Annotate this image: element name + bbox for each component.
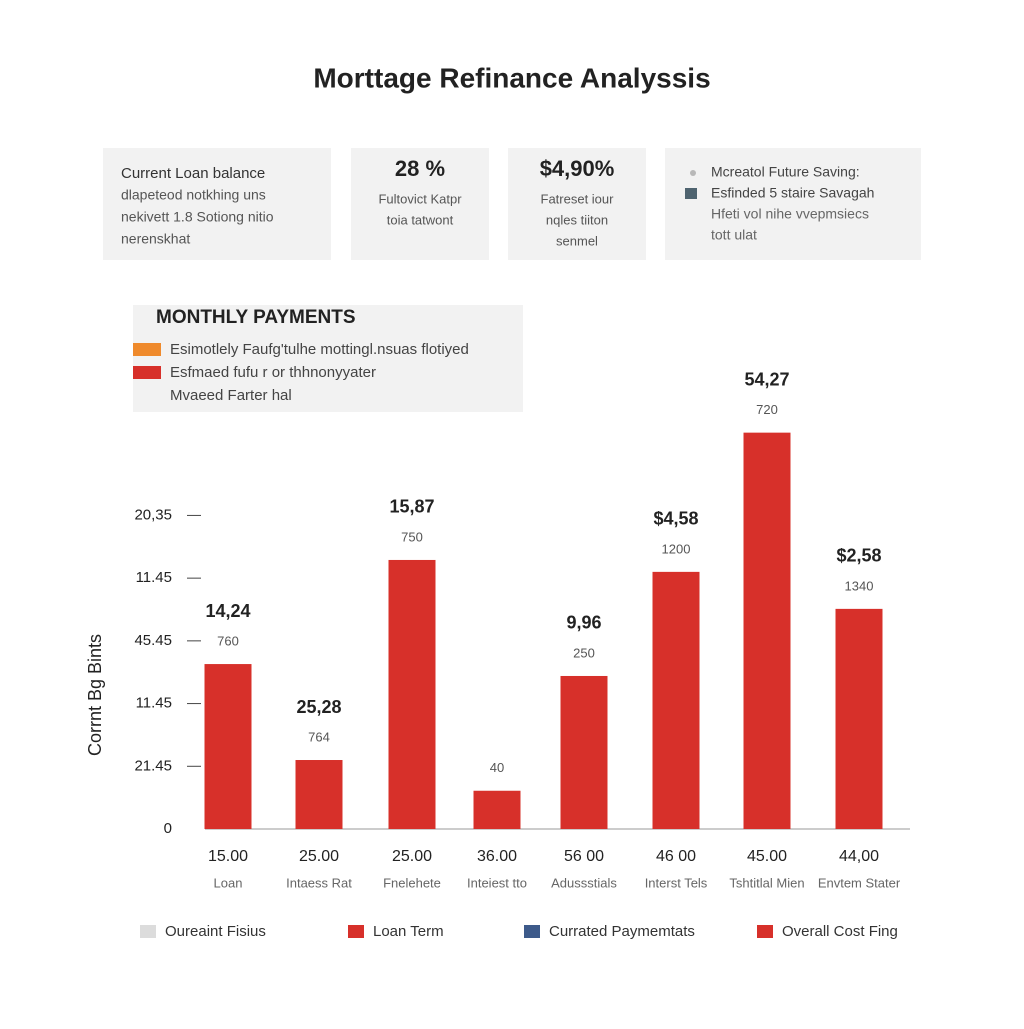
bar-sub-annotation: 1340	[845, 578, 874, 593]
y-tick-label: 20,35	[134, 506, 172, 523]
y-tick-label: 11.45	[136, 569, 172, 586]
bar	[473, 790, 521, 829]
bar-sub-annotation: 1200	[662, 541, 691, 556]
chart-title: Morttage Refinance Analyssis	[313, 62, 710, 93]
card	[665, 148, 921, 260]
bar	[204, 664, 252, 829]
legend-swatch	[140, 925, 156, 938]
bar-sub-annotation: 764	[308, 729, 330, 744]
card	[103, 148, 331, 260]
x-tick-label: Intaess Rat	[286, 875, 352, 890]
x-value-label: 45.00	[747, 848, 787, 865]
card-text: Hfeti vol nihe vvepmsiecs	[711, 206, 869, 222]
bar-annotation: 54,27	[744, 369, 789, 389]
card-headline: $4,90%	[540, 156, 615, 181]
card	[351, 148, 489, 260]
legend-swatch	[757, 925, 773, 938]
bar-annotation: $2,58	[836, 546, 881, 566]
x-value-label: 56 00	[564, 848, 604, 865]
card-text: nerenskhat	[121, 231, 190, 247]
card-text: Current Loan balance	[121, 165, 265, 182]
legend-swatch	[133, 366, 161, 379]
card-text: dlapeteod notkhing uns	[121, 187, 266, 203]
legend-label: Overall Cost Fing	[782, 923, 898, 940]
x-value-label: 25.00	[299, 848, 339, 865]
bar-sub-annotation: 760	[217, 633, 239, 648]
x-value-label: 44,00	[839, 848, 879, 865]
legend-swatch	[524, 925, 540, 938]
bar	[560, 675, 608, 829]
x-tick-label: Adussstials	[551, 875, 617, 890]
x-value-label: 46 00	[656, 848, 696, 865]
x-tick-label: Loan	[214, 875, 243, 890]
card-text: toia tatwont	[387, 212, 454, 227]
legend-label: Oureaint Fisius	[165, 923, 266, 940]
bar	[295, 760, 343, 829]
x-tick-label: Tshtitlal Mien	[729, 875, 804, 890]
card	[508, 148, 646, 260]
bar-sub-annotation: 720	[756, 402, 778, 417]
bar-annotation: 9,96	[566, 613, 601, 633]
x-value-label: 15.00	[208, 848, 248, 865]
bar-annotation: 14,24	[205, 601, 250, 621]
card-marker	[690, 170, 696, 176]
x-tick-label: Interst Tels	[645, 875, 708, 890]
bar-annotation: $4,58	[653, 509, 698, 529]
card-text: tott ulat	[711, 227, 757, 243]
bar	[743, 432, 791, 829]
bar-sub-annotation: 40	[490, 760, 504, 775]
x-value-label: 36.00	[477, 848, 517, 865]
y-tick-label: 11.45	[136, 695, 172, 712]
legend-swatch	[133, 343, 161, 356]
card-headline: 28 %	[395, 156, 445, 181]
x-value-label: 25.00	[392, 848, 432, 865]
bar-sub-annotation: 250	[573, 645, 595, 660]
x-tick-label: Envtem Stater	[818, 875, 901, 890]
card-text: Fultovict Katpr	[378, 191, 462, 206]
legend-label: Loan Term	[373, 923, 444, 940]
y-axis-label: Corrnt Bg Bints	[85, 634, 105, 756]
card-marker	[685, 188, 697, 199]
bar	[835, 608, 883, 829]
legend-label: Currated Paymemtats	[549, 923, 695, 940]
legend-box-title: MONTHLY PAYMENTS	[156, 307, 356, 328]
y-tick-label: 21.45	[134, 757, 172, 774]
bar-annotation: 15,87	[389, 497, 434, 517]
bar-sub-annotation: 750	[401, 529, 423, 544]
x-tick-label: Inteiest tto	[467, 875, 527, 890]
legend-label: Esfmaed fufu r or thhnonyyater	[170, 364, 376, 381]
card-text: Fatreset iour	[541, 191, 615, 206]
y-tick-label: 0	[164, 820, 172, 837]
legend-swatch	[348, 925, 364, 938]
legend-label: Esimotlely Faufg'tulhe mottingl.nsuas fl…	[170, 341, 469, 358]
card-text: nqles tiiton	[546, 212, 608, 227]
card-text: nekivett 1.8 Sotiong nitio	[121, 209, 274, 225]
card-text: Esfinded 5 staire Savagah	[711, 185, 874, 201]
bar	[388, 559, 436, 829]
bar-annotation: 25,28	[296, 697, 341, 717]
legend-label: Mvaeed Farter hal	[170, 387, 292, 404]
bar	[652, 571, 700, 829]
x-tick-label: Fnelehete	[383, 875, 441, 890]
card-text: senmel	[556, 233, 598, 248]
legend-box	[133, 305, 523, 412]
card-text: Mcreatol Future Saving:	[711, 164, 860, 180]
y-tick-label: 45.45	[134, 632, 172, 649]
